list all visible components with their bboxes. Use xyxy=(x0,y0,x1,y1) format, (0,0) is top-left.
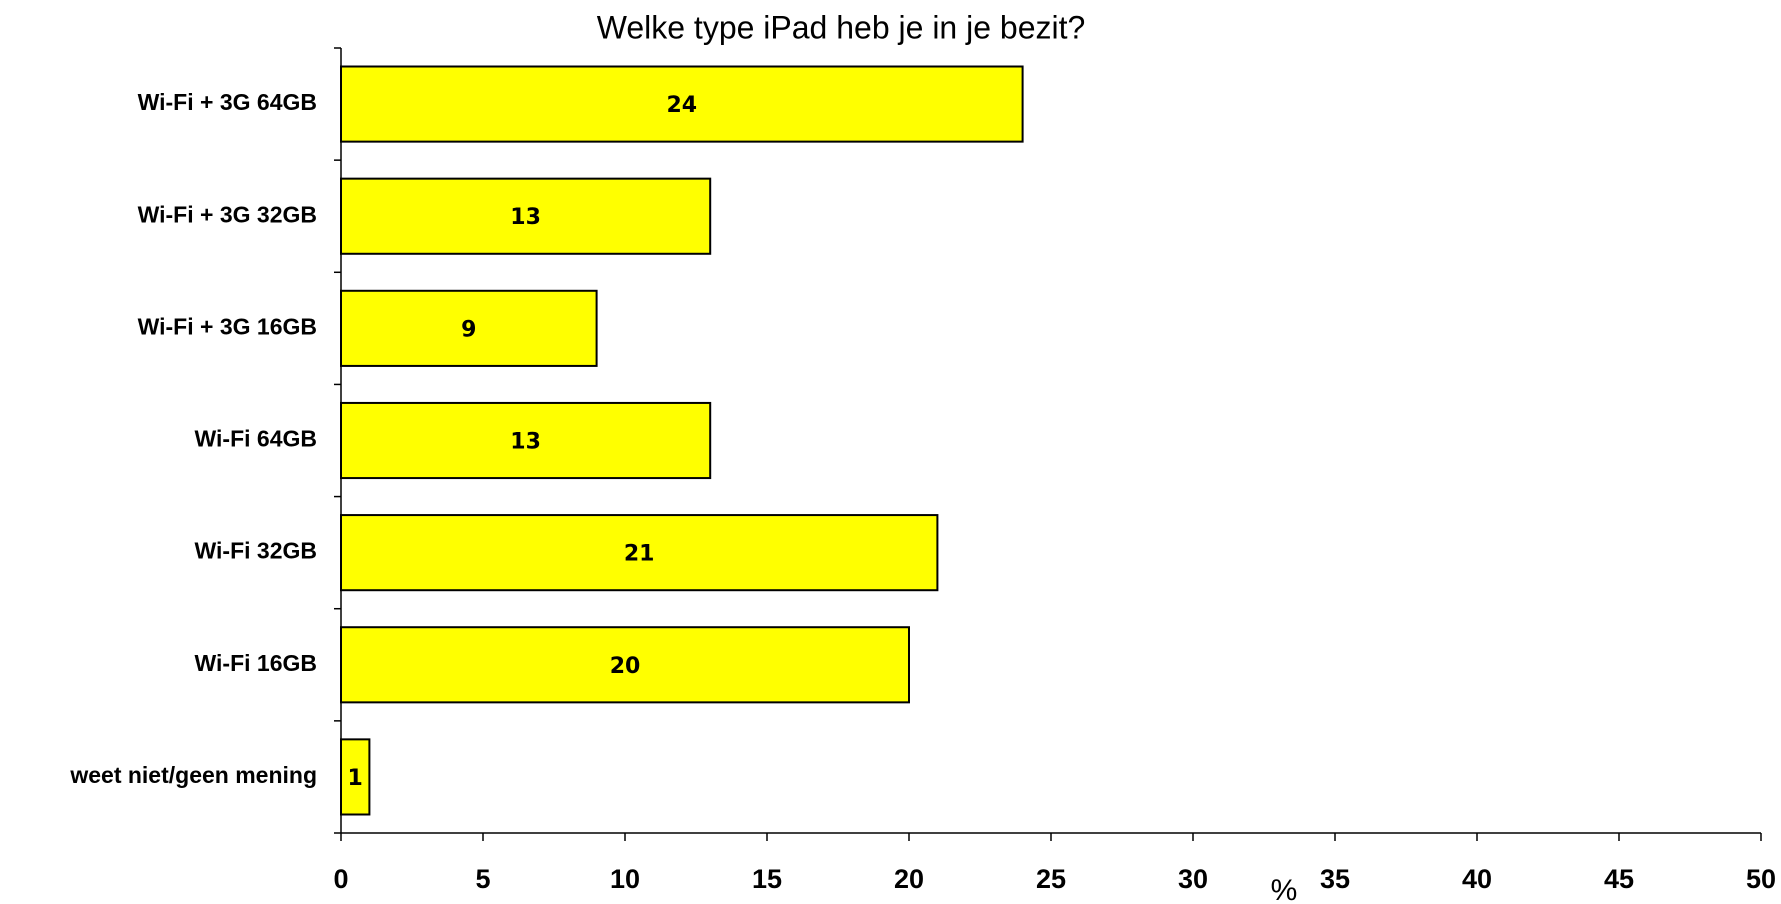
x-tick-label: 0 xyxy=(333,864,348,894)
bar xyxy=(340,65,1024,143)
chart-title: Welke type iPad heb je in je bezit? xyxy=(597,9,1086,45)
data-label: 9 xyxy=(461,317,476,342)
x-tick-label: 10 xyxy=(610,864,640,894)
data-label: 21 xyxy=(624,542,655,567)
x-tick-label: 5 xyxy=(475,864,490,894)
y-tick-label: weet niet/geen mening xyxy=(69,762,317,788)
x-tick-label: 30 xyxy=(1178,864,1208,894)
y-tick-label: Wi-Fi 64GB xyxy=(195,426,317,452)
x-tick-label: 15 xyxy=(752,864,782,894)
x-tick-label: 35 xyxy=(1320,864,1350,894)
data-label: 13 xyxy=(510,205,541,230)
bar xyxy=(340,626,910,704)
y-tick-label: Wi-Fi + 3G 32GB xyxy=(138,201,317,227)
x-axis-label: % xyxy=(1271,874,1298,904)
y-tick-label: Wi-Fi + 3G 64GB xyxy=(138,89,317,115)
bar xyxy=(340,177,712,255)
data-label: 20 xyxy=(610,654,641,679)
data-label: 1 xyxy=(348,766,363,791)
y-tick-label: Wi-Fi + 3G 16GB xyxy=(138,313,317,339)
bar xyxy=(340,401,712,480)
x-tick-label: 45 xyxy=(1604,864,1634,894)
bar xyxy=(340,738,371,816)
y-tick-label: Wi-Fi 16GB xyxy=(195,650,317,676)
x-tick-label: 20 xyxy=(894,864,924,894)
bar xyxy=(340,514,939,592)
data-label: 13 xyxy=(510,430,541,455)
x-tick-label: 25 xyxy=(1036,864,1066,894)
y-tick-label: Wi-Fi 32GB xyxy=(195,538,317,564)
x-tick-label: 40 xyxy=(1462,864,1492,894)
bar xyxy=(340,289,598,367)
data-label: 24 xyxy=(666,93,697,118)
x-tick-label: 50 xyxy=(1746,864,1776,894)
